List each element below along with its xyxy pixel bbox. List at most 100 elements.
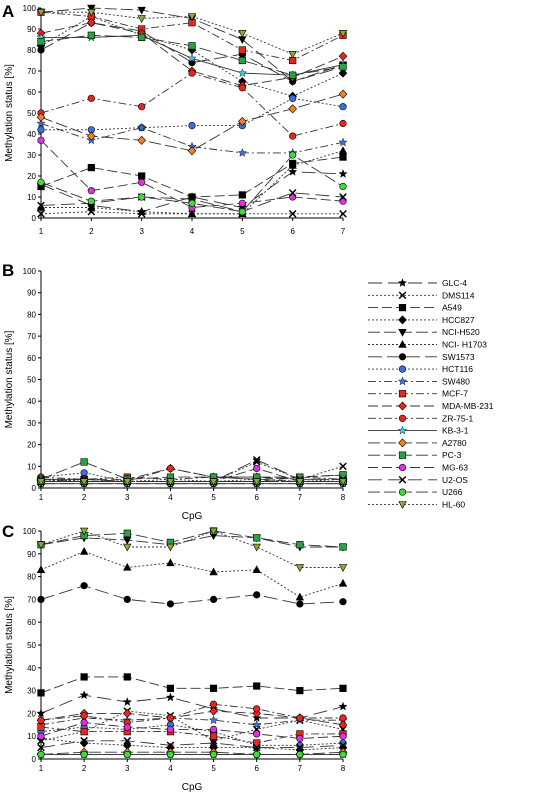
data-point-hct116	[188, 121, 196, 130]
data-point-a2780	[238, 116, 247, 126]
data-point-sw480	[252, 719, 262, 729]
data-point-mda-mb-231	[122, 708, 132, 718]
y-tick-label: 90	[27, 25, 36, 34]
data-point-a2780	[187, 146, 197, 156]
data-point-hl-60	[209, 478, 218, 487]
panel-b: B 0 10 20 30 40 50 60 70 80 90 100 1 2 3 4 5 6 7 8 Methylati…	[2, 261, 348, 522]
x-tick-label: 5	[240, 227, 245, 236]
data-point-u2-os	[339, 741, 347, 750]
data-point-u266	[339, 182, 347, 191]
data-point-hl-60	[166, 543, 175, 552]
data-point-zr-75-1	[188, 69, 196, 77]
data-point-hct116	[289, 94, 297, 102]
data-point-nci-h1703	[338, 578, 348, 587]
legend-marker	[398, 303, 407, 312]
data-point-hl-60	[87, 9, 96, 17]
data-point-kb-3-1	[237, 68, 247, 78]
data-point-nci-h1703	[166, 558, 175, 567]
legend-item: SW1573	[368, 352, 475, 362]
series-line-mcf-7	[40, 726, 343, 744]
y-tick-label: 30	[27, 419, 36, 428]
data-point-glc-4	[338, 169, 348, 178]
series-line-nci-h520	[40, 535, 343, 548]
data-point-sw1573	[296, 600, 304, 608]
data-point-u266	[80, 750, 88, 759]
legend-marker	[398, 488, 407, 496]
data-point-a549	[253, 682, 261, 690]
data-point-u266	[87, 197, 95, 205]
y-tick-label: 60	[27, 618, 36, 627]
legend-marker	[398, 438, 407, 448]
y-tick-label: 0	[32, 755, 37, 764]
data-point-sw480	[208, 715, 219, 725]
data-point-a549	[238, 191, 246, 199]
x-tick-label: 3	[139, 227, 144, 236]
y-tick-label: 80	[27, 46, 36, 55]
legend-label: NCI-H520	[442, 327, 480, 337]
y-tick-label: 0	[32, 214, 37, 223]
x-axis-label: CpG	[182, 782, 203, 793]
data-point-hl-60	[338, 29, 348, 38]
data-point-mg-63	[87, 187, 95, 195]
series-hl-60	[36, 478, 348, 487]
data-point-hcc827	[338, 68, 348, 78]
x-tick-label: 2	[89, 227, 94, 236]
data-point-zr-75-1	[37, 716, 45, 724]
data-point-sw1573	[37, 595, 45, 604]
data-point-nci-h1703	[288, 160, 297, 169]
legend-item: HCT116	[368, 364, 473, 374]
data-point-zr-75-1	[238, 84, 246, 92]
legend-label: SW480	[442, 376, 470, 386]
data-point-hl-60	[295, 564, 305, 573]
x-tick-label: 8	[341, 493, 346, 502]
y-tick-label: 40	[27, 130, 36, 139]
data-point-hl-60	[166, 478, 175, 487]
data-point-u2-os	[166, 741, 175, 750]
data-point-hl-60	[123, 543, 132, 552]
series-line-zr-75-1	[40, 703, 343, 723]
series-line-a549	[40, 676, 344, 694]
legend-marker	[398, 339, 407, 348]
data-point-nci-h1703	[338, 146, 348, 154]
panel-letter-b: B	[2, 261, 14, 280]
series-line-dms114	[40, 710, 344, 742]
data-point-mg-63	[253, 464, 261, 473]
x-tick-label: 8	[341, 764, 346, 773]
x-tick-label: 1	[39, 764, 44, 773]
data-point-a549	[37, 689, 45, 697]
data-point-glc-4	[288, 166, 298, 176]
legend-item: U266	[368, 487, 463, 497]
y-tick-label: 40	[27, 397, 36, 406]
data-point-hct116	[339, 103, 347, 111]
data-point-nci-h1703	[209, 567, 218, 576]
data-point-glc-4	[79, 690, 89, 700]
x-tick-label: 3	[125, 493, 130, 502]
legend-label: KB-3-1	[442, 426, 469, 436]
legend-marker	[397, 425, 408, 435]
data-point-mg-63	[296, 734, 304, 743]
y-tick-label: 20	[27, 709, 36, 718]
data-point-u266	[37, 178, 45, 186]
legend-marker	[398, 315, 407, 325]
legend-item: ZR-75-1	[368, 413, 473, 423]
y-tick-label: 30	[27, 687, 36, 696]
y-tick-label: 20	[27, 441, 36, 450]
data-point-sw1573	[80, 582, 88, 590]
series-u266	[37, 477, 347, 486]
data-point-mda-mb-231	[87, 18, 96, 28]
y-tick-label: 70	[27, 595, 36, 604]
y-tick-label: 20	[27, 172, 36, 181]
data-point-nci-h1703	[79, 546, 89, 555]
series-u266	[37, 151, 347, 216]
series-line-mg-63	[40, 722, 344, 739]
data-point-dms114	[252, 458, 261, 466]
legend-item: NCI- H1703	[368, 340, 487, 350]
legend-item: MCF-7	[368, 389, 468, 399]
legend-marker	[398, 365, 407, 373]
panel-letter-c: C	[2, 522, 14, 541]
legend-label: GLC-4	[442, 278, 467, 288]
y-tick-label: 10	[27, 193, 36, 202]
data-point-dms114	[288, 209, 297, 218]
data-point-mda-mb-231	[338, 720, 348, 730]
panel-letter-a: A	[2, 2, 14, 21]
